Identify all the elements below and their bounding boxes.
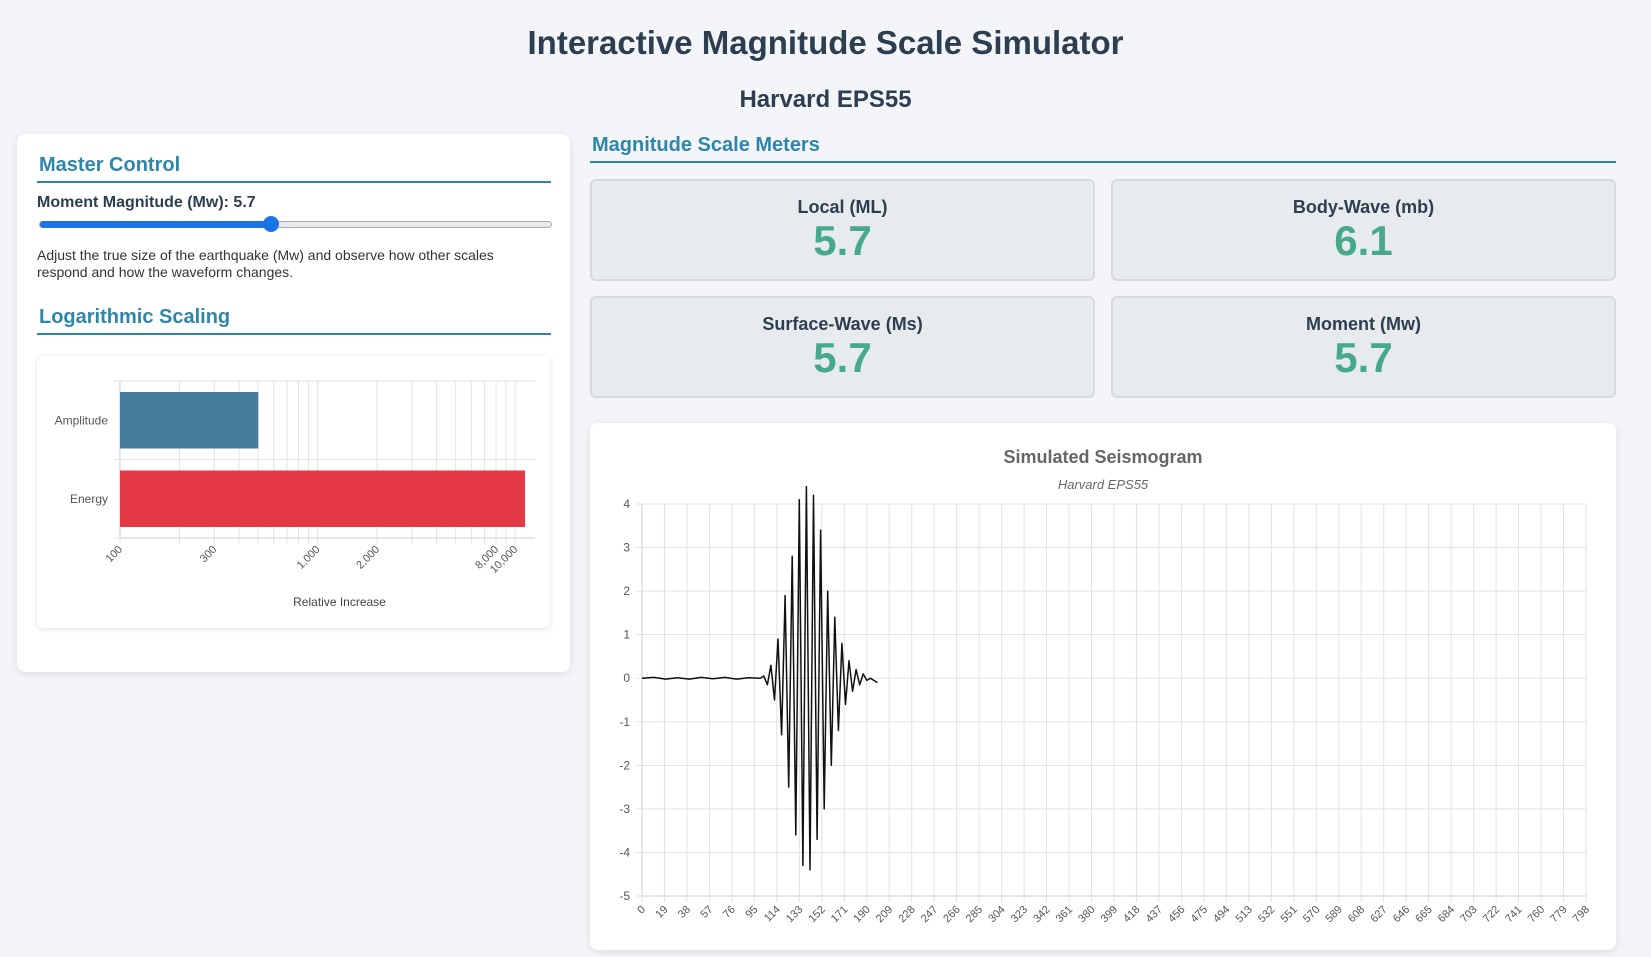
seismogram-trace [641, 485, 878, 871]
seismogram-x-tick-label-37: 703 [1458, 904, 1479, 925]
seismogram-x-tick-label-33: 627 [1368, 904, 1389, 925]
log-scaling-heading: Logarithmic Scaling [37, 306, 551, 335]
seismogram-x-tick-label-36: 684 [1436, 904, 1457, 925]
seismogram-x-tick-label-19: 361 [1054, 904, 1075, 925]
seismogram-svg: Simulated Seismogram Harvard EPS55 4 3 2 1 0 -1… [619, 447, 1592, 925]
seismogram-x-tick-label-12: 228 [896, 904, 917, 925]
seismogram-subtitle: Harvard EPS55 [1058, 477, 1149, 492]
mw-slider[interactable] [39, 216, 552, 232]
seismogram-x-tick-label-10: 190 [851, 904, 872, 925]
seismogram-x-tick-label-35: 665 [1413, 904, 1434, 925]
log-x-tick-label-1: 300 [198, 544, 219, 565]
seismogram-x-tick-label-15: 285 [964, 904, 985, 925]
seismogram-x-tick-label-0: 0 [635, 904, 648, 917]
seismogram-x-tick-label-4: 76 [721, 904, 738, 921]
meter-local: Local (ML) 5.7 [590, 179, 1095, 281]
master-control-heading: Master Control [37, 154, 551, 183]
meters-heading: Magnitude Scale Meters [590, 134, 1616, 163]
log-bar-energy [120, 470, 526, 528]
page-title: Interactive Magnitude Scale Simulator [527, 24, 1124, 61]
log-x-tick-label-3: 2,000 [354, 544, 382, 572]
seismogram-x-tick-label-6: 114 [762, 904, 783, 925]
log-category-label-amplitude: Amplitude [55, 413, 109, 427]
mw-slider-fill [40, 221, 271, 228]
seismogram-x-tick-label-14: 266 [941, 904, 962, 925]
seismogram-x-tick-label-32: 608 [1346, 904, 1367, 925]
page-subtitle: Harvard EPS55 [739, 86, 912, 113]
seismogram-y-tick-label-3: 1 [623, 628, 630, 642]
seismogram-x-tick-label-41: 779 [1548, 904, 1569, 925]
seismogram-x-tick-label-3: 57 [698, 904, 715, 921]
seismogram-x-tick-label-38: 722 [1481, 904, 1502, 925]
seismogram-x-tick-label-30: 570 [1301, 904, 1322, 925]
seismogram-x-tick-label-17: 323 [1009, 904, 1030, 925]
seismogram-x-tick-label-31: 589 [1323, 904, 1344, 925]
seismogram-x-tick-label-25: 475 [1189, 904, 1210, 925]
seismogram-x-tick-label-42: 798 [1571, 904, 1592, 925]
seismogram-y-tick-label-7: -3 [619, 802, 630, 816]
seismogram-x-tick-label-20: 380 [1076, 904, 1097, 925]
seismogram-x-tick-label-2: 38 [676, 904, 693, 921]
seismogram-y-tick-label-5: -1 [619, 715, 630, 729]
seismogram-card: Simulated Seismogram Harvard EPS55 4 3 2 1 0 -1… [590, 423, 1616, 950]
log-x-axis-title: Relative Increase [293, 595, 386, 609]
seismogram-x-tick-label-40: 760 [1526, 904, 1547, 925]
seismogram-x-tick-label-8: 152 [806, 904, 827, 925]
seismogram-x-tick-label-11: 209 [874, 904, 895, 925]
meter-label-local: Local (ML) [797, 197, 888, 217]
mw-slider-label: Moment Magnitude (Mw): 5.7 [37, 194, 256, 211]
seismogram-x-tick-label-27: 513 [1234, 904, 1255, 925]
meter-moment: Moment (Mw) 5.7 [1111, 296, 1616, 398]
mw-slider-thumb[interactable] [262, 216, 279, 232]
log-x-tick-label-0: 100 [104, 544, 125, 565]
seismogram-x-tick-label-28: 532 [1256, 904, 1277, 925]
seismogram-y-tick-label-1: 3 [623, 541, 630, 555]
log-bar-amplitude [120, 391, 259, 449]
seismogram-y-tick-label-8: -4 [619, 845, 630, 859]
seismogram-x-tick-label-16: 304 [986, 904, 1007, 925]
meter-value-moment: 5.7 [1334, 334, 1393, 381]
meter-label-body-wave: Body-Wave (mb) [1292, 197, 1435, 217]
seismogram-title: Simulated Seismogram [1003, 447, 1202, 467]
meter-value-local: 5.7 [813, 217, 872, 264]
log-scaling-chart: Amplitude Energy 100 300 1,000 2,000 8,000 10,0… [37, 356, 550, 628]
seismogram-x-tick-label-1: 19 [653, 904, 670, 921]
meter-value-surface-wave: 5.7 [813, 334, 872, 381]
meter-value-body-wave: 6.1 [1334, 217, 1393, 264]
seismogram-x-tick-label-29: 551 [1278, 904, 1299, 925]
meter-surface-wave: Surface-Wave (Ms) 5.7 [590, 296, 1095, 398]
seismogram-x-tick-label-5: 95 [743, 904, 760, 921]
seismogram-y-tick-label-4: 0 [623, 671, 630, 685]
seismogram-x-tick-label-7: 133 [784, 904, 805, 925]
seismogram-y-tick-label-2: 2 [623, 584, 630, 598]
meter-body-wave: Body-Wave (mb) 6.1 [1111, 179, 1616, 281]
meter-label-moment: Moment (Mw) [1306, 314, 1421, 334]
seismogram-x-tick-label-18: 342 [1031, 904, 1052, 925]
seismogram-y-tick-label-0: 4 [623, 497, 630, 511]
seismogram-y-tick-label-9: -5 [619, 889, 630, 903]
seismogram-x-tick-label-24: 456 [1166, 904, 1187, 925]
seismogram-x-tick-label-9: 171 [829, 904, 850, 925]
seismogram-x-tick-label-34: 646 [1391, 904, 1412, 925]
log-x-tick-label-2: 1,000 [295, 544, 323, 572]
log-category-label-energy: Energy [70, 492, 108, 506]
seismogram-y-tick-label-6: -2 [619, 758, 630, 772]
master-control-description: Adjust the true size of the earthquake (… [37, 247, 494, 280]
control-panel: Master Control Moment Magnitude (Mw): 5.… [17, 134, 570, 672]
seismogram-x-tick-label-21: 399 [1099, 904, 1120, 925]
meter-label-surface-wave: Surface-Wave (Ms) [762, 314, 923, 334]
seismogram-x-tick-label-23: 437 [1144, 904, 1165, 925]
seismogram-x-tick-label-26: 494 [1211, 904, 1232, 925]
seismogram-x-tick-label-22: 418 [1121, 904, 1142, 925]
seismogram-x-tick-label-13: 247 [919, 904, 940, 925]
seismogram-x-tick-label-39: 741 [1503, 904, 1524, 925]
